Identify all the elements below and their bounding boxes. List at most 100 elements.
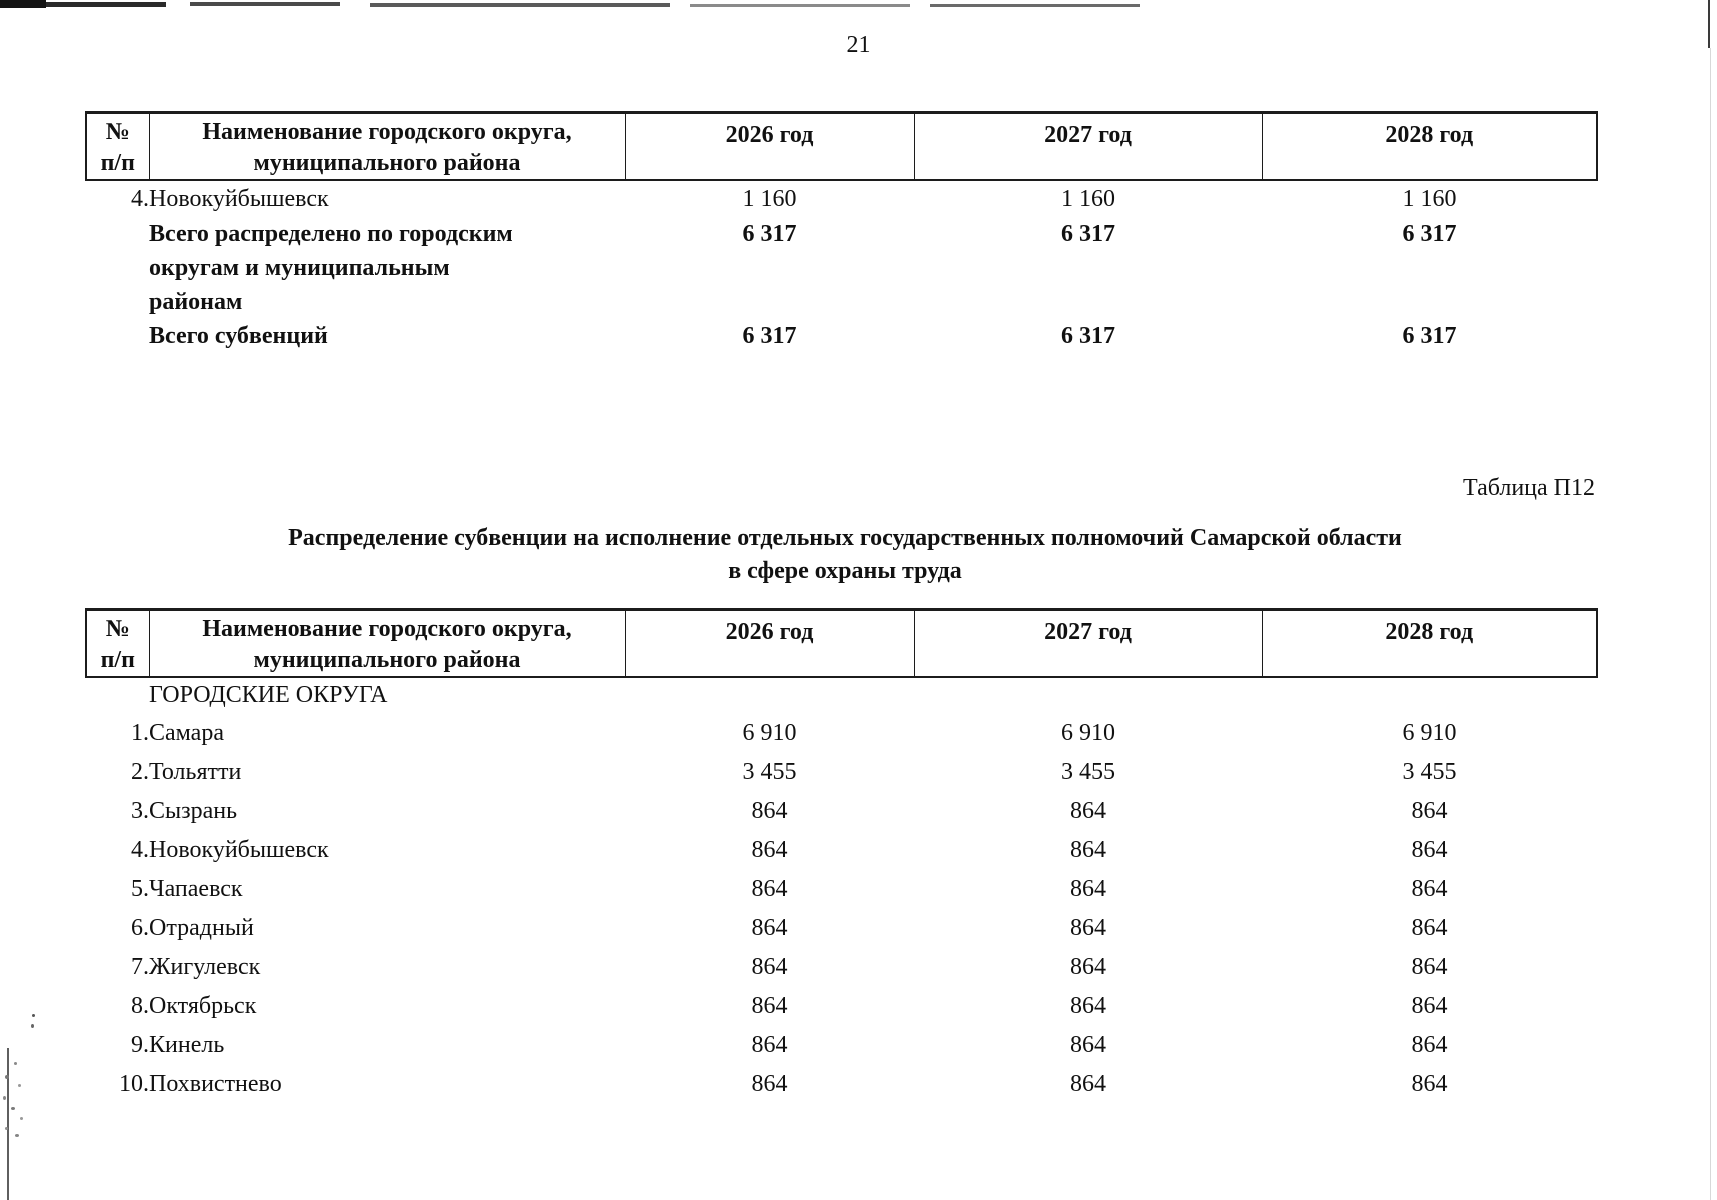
row-name: Новокуйбышевск <box>149 186 329 212</box>
row-value-2026: 864 <box>751 1032 788 1058</box>
row-value-2027: 864 <box>1070 876 1106 902</box>
row-name: Отрадный <box>149 915 254 941</box>
scan-speckle <box>31 1024 34 1028</box>
table-row-total-distributed: Всего распределено по городским округам … <box>86 217 1597 319</box>
row-value-2026: 864 <box>751 837 788 863</box>
row-value-2028: 864 <box>1411 798 1448 824</box>
section-row-city-districts: ГОРОДСКИЕ ОКРУГА <box>86 677 1597 714</box>
header-year-2026: 2026 год <box>624 608 915 678</box>
row-name: Октябрьск <box>149 993 257 1019</box>
scan-artifact-top-line <box>190 2 340 6</box>
scan-artifact-top-line <box>46 2 166 7</box>
row-name: Новокуйбышевск <box>149 837 329 863</box>
row-value-2027: 864 <box>1070 837 1106 863</box>
row-name: Похвистнево <box>149 1071 282 1097</box>
scan-artifact-right-edge <box>1708 0 1710 48</box>
scan-artifact-top-line <box>370 3 670 7</box>
header-year-2028: 2028 год <box>1261 608 1598 678</box>
table-prev-header: № п/п Наименование городского округа, му… <box>85 111 1598 181</box>
document-title-line1: Распределение субвенции на исполнение от… <box>288 525 1402 551</box>
header-name: Наименование городского округа, муниципа… <box>148 608 626 678</box>
row-value-2028: 864 <box>1411 1032 1448 1058</box>
table-row: 4. Новокуйбышевск 1 160 1 160 1 160 <box>86 180 1597 217</box>
row-value-2027: 6 317 <box>1061 323 1115 349</box>
row-value-2027: 864 <box>1070 915 1106 941</box>
row-num: 9. <box>131 1032 149 1058</box>
table-row: 6. Отрадный 864 864 864 <box>86 909 1597 948</box>
row-value-2027: 864 <box>1070 993 1106 1019</box>
row-value-2027: 864 <box>1070 1071 1106 1097</box>
table-row: 4. Новокуйбышевск 864 864 864 <box>86 831 1597 870</box>
scan-speckle <box>20 1117 23 1120</box>
row-value-2028: 864 <box>1411 915 1448 941</box>
row-value-2028: 864 <box>1411 837 1448 863</box>
row-value-2026: 1 160 <box>742 186 797 212</box>
row-value-2026: 6 910 <box>742 720 797 746</box>
row-value-2027: 6 910 <box>1061 720 1115 746</box>
scan-speckle <box>32 1014 35 1017</box>
header-num: № п/п <box>85 608 150 678</box>
scan-artifact-top-line <box>690 4 910 7</box>
header-year-2027: 2027 год <box>913 111 1263 181</box>
header-year-2027: 2027 год <box>913 608 1263 678</box>
row-name: Жигулевск <box>149 954 261 980</box>
document-title-line2: в сфере охраны труда <box>728 558 962 584</box>
row-num: 4. <box>131 186 149 212</box>
empty-cell <box>914 677 1262 714</box>
header-name-line2: муниципального района <box>253 647 521 673</box>
scan-artifact-right-edge <box>1710 48 1711 1200</box>
row-num: 10. <box>119 1071 149 1097</box>
row-value-2026: 864 <box>751 915 788 941</box>
row-num: 2. <box>131 759 149 785</box>
row-value-2028: 3 455 <box>1402 759 1457 785</box>
row-value-2026: 864 <box>751 1071 788 1097</box>
header-num-line1: № <box>105 616 130 642</box>
row-value-2026: 3 455 <box>742 759 797 785</box>
row-value-2028: 1 160 <box>1402 186 1457 212</box>
document-title: Распределение субвенции на исполнение от… <box>0 522 1690 588</box>
row-name-line1: Всего распределено по городским <box>149 221 513 247</box>
scan-artifact-top-line <box>930 4 1140 7</box>
row-value-2028: 864 <box>1411 993 1448 1019</box>
section-label: ГОРОДСКИЕ ОКРУГА <box>149 682 388 708</box>
row-num: 3. <box>131 798 149 824</box>
table-row: 1. Самара 6 910 6 910 6 910 <box>86 714 1597 753</box>
row-num: 6. <box>131 915 149 941</box>
table-row: 9. Кинель 864 864 864 <box>86 1026 1597 1065</box>
header-name-line1: Наименование городского округа, <box>202 616 572 642</box>
header-num-line2: п/п <box>100 150 135 176</box>
scan-artifact-left-line <box>7 1048 9 1200</box>
row-value-2026: 864 <box>751 798 788 824</box>
header-name: Наименование городского округа, муниципа… <box>148 111 626 181</box>
scan-speckle <box>5 1075 9 1079</box>
row-value-2027: 1 160 <box>1061 186 1115 212</box>
row-name-line2: округам и муниципальным <box>149 255 450 281</box>
table-label-p12: Таблица П12 <box>1463 475 1595 501</box>
row-name: Тольятти <box>149 759 242 785</box>
row-value-2027: 864 <box>1070 1032 1106 1058</box>
empty-cell <box>625 677 914 714</box>
table-row: 10. Похвистнево 864 864 864 <box>86 1065 1597 1104</box>
empty-cell <box>1262 677 1597 714</box>
table-row: 3. Сызрань 864 864 864 <box>86 792 1597 831</box>
row-name: Всего субвенций <box>149 323 328 349</box>
row-value-2027: 3 455 <box>1061 759 1115 785</box>
row-name: Сызрань <box>149 798 238 824</box>
row-value-2026: 864 <box>751 876 788 902</box>
row-value-2027: 6 317 <box>1061 221 1115 247</box>
table-row-total-subventions: Всего субвенций 6 317 6 317 6 317 <box>86 319 1597 353</box>
row-num: 5. <box>131 876 149 902</box>
scan-speckle <box>3 1096 6 1100</box>
row-value-2027: 864 <box>1070 798 1106 824</box>
scan-speckle <box>14 1062 17 1065</box>
row-value-2026: 864 <box>751 954 788 980</box>
row-num: 8. <box>131 993 149 1019</box>
header-name-line2: муниципального района <box>253 150 521 176</box>
row-value-2026: 6 317 <box>742 221 797 247</box>
scan-speckle <box>11 1107 15 1110</box>
row-num <box>86 677 149 714</box>
header-year-2026: 2026 год <box>624 111 915 181</box>
header-num-line2: п/п <box>100 647 135 673</box>
row-value-2028: 6 317 <box>1402 221 1457 247</box>
header-num: № п/п <box>85 111 150 181</box>
